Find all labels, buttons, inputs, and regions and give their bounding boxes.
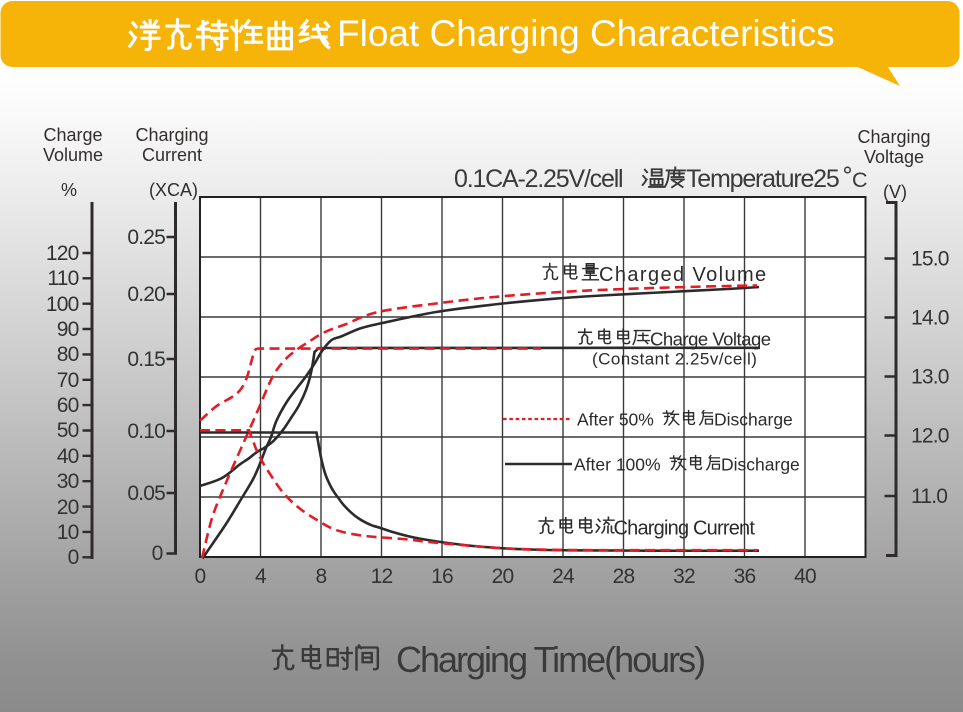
svg-text:10: 10 — [57, 521, 79, 544]
svg-text:20: 20 — [492, 565, 514, 588]
svg-text:Charge: Charge — [43, 125, 102, 145]
svg-text:24: 24 — [552, 565, 575, 588]
svg-text:30: 30 — [57, 470, 79, 493]
svg-text:Current: Current — [142, 145, 202, 165]
svg-text:15.0: 15.0 — [911, 248, 949, 271]
svg-text:20: 20 — [57, 496, 79, 519]
svg-text:Charging: Charging — [857, 127, 930, 147]
svg-text:Voltage: Voltage — [864, 147, 924, 167]
svg-text:110: 110 — [47, 267, 78, 290]
svg-text:120: 120 — [46, 242, 79, 265]
svg-text:0.20: 0.20 — [127, 283, 165, 306]
svg-text:36: 36 — [734, 565, 756, 588]
svg-text:After 100%: After 100% — [574, 455, 661, 475]
svg-text:16: 16 — [431, 565, 453, 588]
svg-text:50: 50 — [57, 419, 79, 442]
svg-text:(V): (V) — [883, 182, 907, 202]
svg-text:60: 60 — [57, 394, 79, 417]
svg-text:13.0: 13.0 — [911, 366, 949, 389]
svg-text:Charged Volume: Charged Volume — [599, 264, 768, 286]
svg-text:14.0: 14.0 — [911, 307, 949, 330]
svg-text:0: 0 — [195, 565, 206, 588]
svg-text:32: 32 — [673, 565, 695, 588]
svg-text:90: 90 — [57, 318, 79, 341]
svg-text:Charging: Charging — [135, 125, 208, 145]
svg-text:12.0: 12.0 — [911, 425, 949, 448]
svg-text:0: 0 — [68, 546, 79, 569]
svg-text:100: 100 — [46, 293, 79, 316]
svg-text:0: 0 — [152, 542, 163, 565]
svg-text:Discharge: Discharge — [721, 455, 800, 475]
svg-text:Float Charging Characteristics: Float Charging Characteristics — [337, 13, 835, 54]
svg-text:28: 28 — [613, 565, 635, 588]
svg-text:4: 4 — [255, 565, 267, 588]
svg-text:(XCA): (XCA) — [149, 180, 198, 200]
svg-text:Temperature25: Temperature25 — [686, 165, 839, 193]
svg-text:0.05: 0.05 — [127, 482, 165, 505]
svg-text:0.10: 0.10 — [127, 420, 165, 443]
svg-text:Charging Current: Charging Current — [614, 518, 756, 540]
svg-text:12: 12 — [371, 565, 393, 588]
svg-text:8: 8 — [316, 565, 327, 588]
svg-text:40: 40 — [57, 445, 79, 468]
svg-text:Charging Time(hours): Charging Time(hours) — [396, 639, 704, 680]
svg-text:Discharge: Discharge — [714, 410, 793, 430]
svg-text:40: 40 — [794, 565, 816, 588]
svg-text:%: % — [61, 180, 77, 200]
svg-text:C: C — [852, 168, 868, 192]
svg-text:Charge Voltage: Charge Voltage — [650, 329, 771, 350]
svg-text:0.1CA-2.25V/cell: 0.1CA-2.25V/cell — [454, 165, 622, 193]
svg-text:70: 70 — [57, 369, 79, 392]
svg-text:After 50%: After 50% — [577, 410, 654, 430]
svg-text:0.15: 0.15 — [127, 348, 165, 371]
svg-text:(Constant 2.25v/cell): (Constant 2.25v/cell) — [592, 350, 757, 369]
svg-text:0.25: 0.25 — [127, 226, 165, 249]
svg-text:Volume: Volume — [43, 145, 103, 165]
svg-text:80: 80 — [57, 343, 79, 366]
svg-text:11.0: 11.0 — [911, 485, 947, 508]
